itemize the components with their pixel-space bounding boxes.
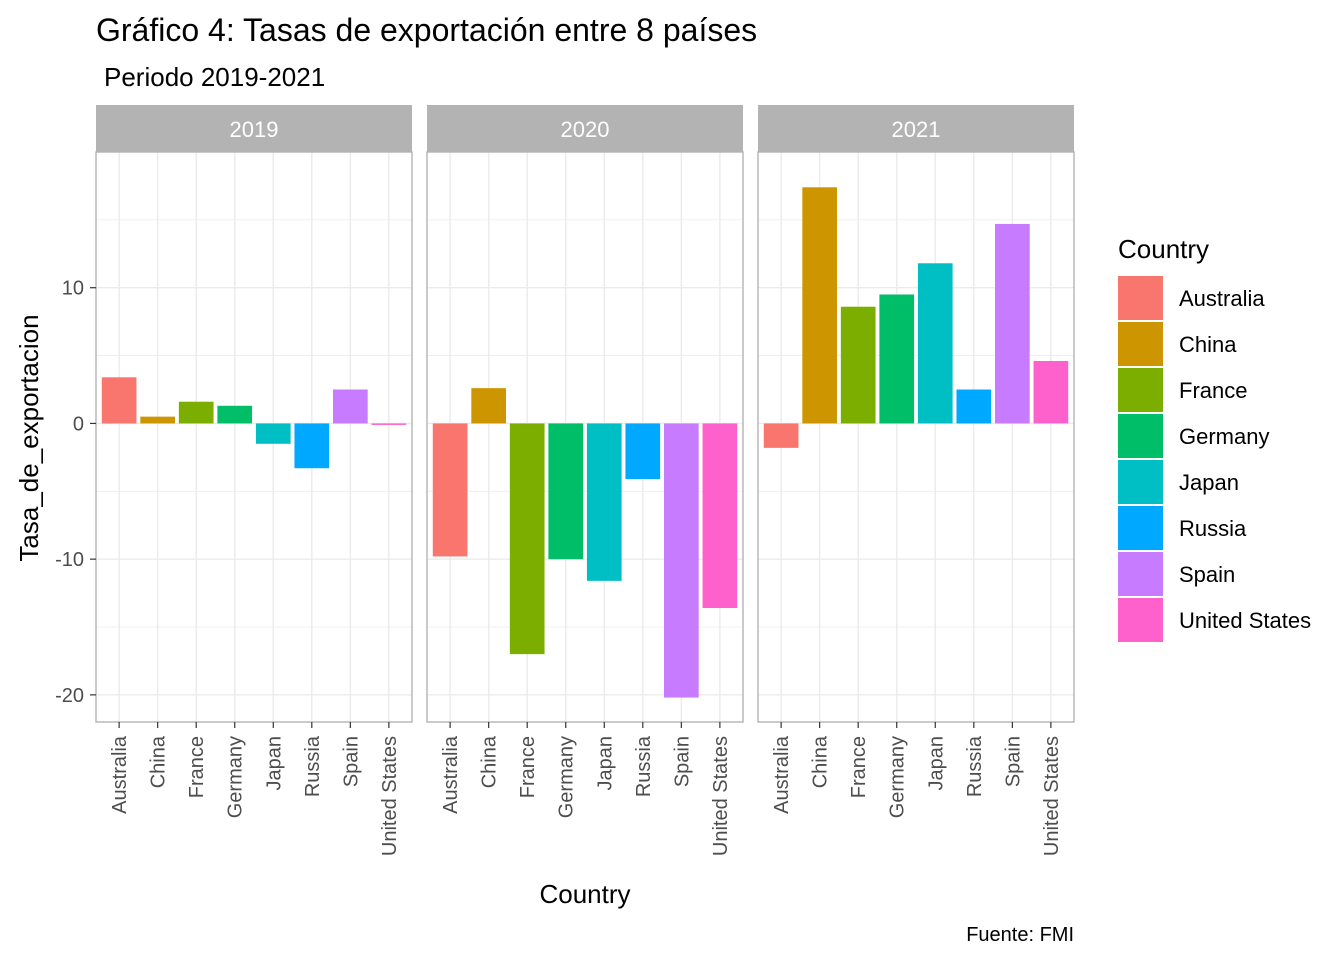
bar-2020-spain bbox=[664, 423, 699, 698]
x-tick-label: France bbox=[186, 736, 208, 798]
legend-items: Australia China France Germany Japan Russia Sp… bbox=[1118, 276, 1311, 642]
bar-2020-china bbox=[471, 388, 506, 424]
bar-2019-france bbox=[178, 401, 214, 424]
bar-2020-russia bbox=[625, 423, 661, 480]
chart-subtitle: Periodo 2019-2021 bbox=[104, 62, 325, 92]
facet-strip-label: 2020 bbox=[561, 117, 610, 142]
legend-key bbox=[1118, 598, 1163, 642]
legend-label: Australia bbox=[1179, 286, 1265, 311]
bar-2019-russia bbox=[294, 423, 330, 469]
facet-strip-label: 2019 bbox=[230, 117, 279, 142]
bar-2020-australia bbox=[432, 423, 468, 557]
x-tick-label: China bbox=[479, 735, 501, 788]
bar-2021-spain bbox=[995, 223, 1030, 424]
x-tick-label: Australia bbox=[109, 735, 131, 814]
bar-2020-germany bbox=[548, 423, 584, 560]
y-axis: -20 -10 0 10 bbox=[55, 278, 96, 707]
bar-2021-united-states bbox=[1033, 361, 1069, 424]
legend-key bbox=[1118, 414, 1163, 458]
x-tick-label: Germany bbox=[556, 736, 578, 818]
facet-panels: 2019 Australia China France Germany Japan Russ… bbox=[95, 105, 1075, 856]
legend-label: Japan bbox=[1179, 470, 1239, 495]
x-tick-label: United States bbox=[379, 736, 401, 856]
x-axis-title: Country bbox=[539, 879, 630, 909]
bar-2021-germany bbox=[879, 294, 915, 424]
bar-2020-japan bbox=[586, 423, 622, 581]
x-tick-label: United States bbox=[710, 736, 732, 856]
facet-strip bbox=[96, 105, 412, 152]
legend-label: France bbox=[1179, 378, 1247, 403]
bar-2019-united-states bbox=[371, 423, 407, 425]
legend-label: Germany bbox=[1179, 424, 1269, 449]
x-tick-label: France bbox=[848, 736, 870, 798]
legend-label: United States bbox=[1179, 608, 1311, 633]
bar-2019-japan bbox=[255, 423, 291, 444]
legend-key bbox=[1118, 460, 1163, 504]
y-tick-label: 0 bbox=[73, 413, 84, 435]
panel-background bbox=[96, 152, 412, 722]
x-tick-label: Germany bbox=[887, 736, 909, 818]
legend-key bbox=[1118, 322, 1163, 366]
legend-key bbox=[1118, 552, 1163, 596]
x-tick-label: Spain bbox=[1002, 736, 1024, 787]
x-tick-label: Russia bbox=[964, 735, 986, 797]
legend-label: China bbox=[1179, 332, 1237, 357]
y-tick-label: -10 bbox=[55, 549, 84, 571]
legend-key bbox=[1118, 368, 1163, 412]
x-tick-label: Australia bbox=[440, 735, 462, 814]
y-axis-title: Tasa_de_exportacion bbox=[14, 314, 44, 561]
bar-2020-united-states bbox=[702, 423, 738, 608]
facet-strip bbox=[427, 105, 743, 152]
facet-strip bbox=[758, 105, 1074, 152]
x-tick-label: Japan bbox=[594, 736, 616, 791]
x-tick-label: Spain bbox=[671, 736, 693, 787]
facet-panel-2019: 2019 Australia China France Germany Japan Russ… bbox=[95, 105, 413, 856]
chart-title: Gráfico 4: Tasas de exportación entre 8 … bbox=[96, 12, 757, 48]
bar-2021-france bbox=[840, 306, 876, 424]
y-tick-label: 10 bbox=[62, 278, 84, 300]
legend-title: Country bbox=[1118, 234, 1209, 264]
x-tick-label: Spain bbox=[340, 736, 362, 787]
bar-2021-china bbox=[802, 187, 837, 424]
bar-2021-japan bbox=[917, 263, 953, 424]
x-tick-label: China bbox=[148, 735, 170, 788]
legend-key bbox=[1118, 506, 1163, 550]
legend-label: Russia bbox=[1179, 516, 1247, 541]
x-tick-label: China bbox=[810, 735, 832, 788]
y-tick-label: -20 bbox=[55, 685, 84, 707]
x-tick-label: France bbox=[517, 736, 539, 798]
legend-key bbox=[1118, 276, 1163, 320]
x-tick-label: Australia bbox=[771, 735, 793, 814]
bar-2019-australia bbox=[101, 377, 137, 424]
x-tick-label: Japan bbox=[263, 736, 285, 791]
bar-2020-france bbox=[509, 423, 545, 655]
legend: Country Australia China France Germany Japan… bbox=[1118, 234, 1311, 642]
x-tick-label: Germany bbox=[225, 736, 247, 818]
bar-2019-germany bbox=[217, 405, 253, 424]
x-tick-label: Russia bbox=[633, 735, 655, 797]
bar-2019-spain bbox=[333, 389, 368, 424]
facet-strip-label: 2021 bbox=[892, 117, 941, 142]
legend-label: Spain bbox=[1179, 562, 1235, 587]
x-tick-label: Russia bbox=[302, 735, 324, 797]
x-tick-label: United States bbox=[1041, 736, 1063, 856]
bar-2019-china bbox=[140, 416, 175, 424]
bar-2021-australia bbox=[763, 423, 799, 448]
bar-2021-russia bbox=[956, 389, 992, 424]
facet-panel-2020: 2020 Australia China France Germany Japan Russ… bbox=[426, 105, 744, 856]
x-tick-label: Japan bbox=[925, 736, 947, 791]
chart-caption: Fuente: FMI bbox=[966, 924, 1074, 946]
facet-panel-2021: 2021 Australia China France Germany Japan Russ… bbox=[757, 105, 1075, 856]
